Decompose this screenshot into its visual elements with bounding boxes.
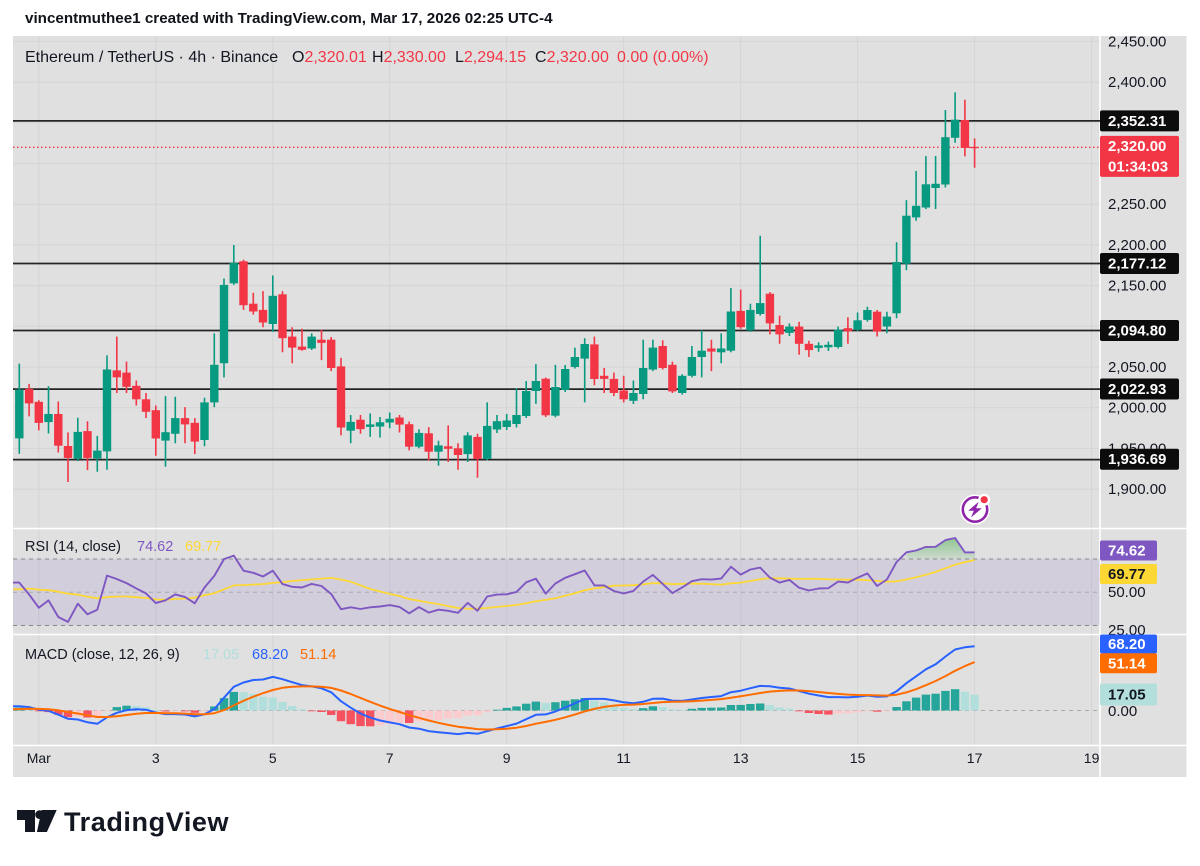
- svg-text:TradingView: TradingView: [64, 807, 230, 837]
- svg-text:17: 17: [967, 750, 983, 766]
- svg-text:2,320.00: 2,320.00: [1108, 138, 1166, 155]
- svg-text:2,450.00: 2,450.00: [1108, 33, 1166, 50]
- svg-text:17.05: 17.05: [1108, 687, 1146, 704]
- svg-text:2,250.00: 2,250.00: [1108, 196, 1166, 213]
- svg-text:2,400.00: 2,400.00: [1108, 74, 1166, 91]
- svg-text:2,050.00: 2,050.00: [1108, 359, 1166, 376]
- svg-text:O2,320.01: O2,320.01: [292, 49, 367, 66]
- svg-text:0.00: 0.00: [1108, 703, 1137, 720]
- svg-text:H2,330.00: H2,330.00: [372, 49, 446, 66]
- svg-text:C2,320.00: C2,320.00: [535, 49, 609, 66]
- svg-text:5: 5: [269, 750, 277, 766]
- svg-text:74.62: 74.62: [137, 539, 173, 555]
- svg-text:68.20: 68.20: [1108, 636, 1146, 653]
- svg-text:Ethereum / TetherUS · 4h · Bin: Ethereum / TetherUS · 4h · Binance: [25, 49, 278, 66]
- svg-text:RSI (14, close): RSI (14, close): [25, 539, 121, 555]
- svg-text:69.77: 69.77: [1108, 566, 1146, 583]
- svg-text:50.00: 50.00: [1108, 584, 1146, 601]
- svg-text:74.62: 74.62: [1108, 543, 1146, 560]
- svg-text:L2,294.15: L2,294.15: [455, 49, 526, 66]
- svg-text:51.14: 51.14: [1108, 655, 1146, 672]
- svg-text:19: 19: [1084, 750, 1100, 766]
- svg-text:MACD (close, 12, 26, 9): MACD (close, 12, 26, 9): [25, 647, 180, 663]
- svg-text:15: 15: [850, 750, 866, 766]
- svg-text:1,936.69: 1,936.69: [1108, 451, 1166, 468]
- svg-text:2,352.31: 2,352.31: [1108, 113, 1166, 130]
- svg-text:vincentmuthee1 created with Tr: vincentmuthee1 created with TradingView.…: [25, 10, 553, 27]
- svg-text:7: 7: [386, 750, 394, 766]
- svg-text:17.05: 17.05: [203, 647, 239, 663]
- svg-text:9: 9: [503, 750, 511, 766]
- svg-text:2,177.12: 2,177.12: [1108, 256, 1166, 273]
- svg-text:69.77: 69.77: [185, 539, 221, 555]
- svg-text:1,900.00: 1,900.00: [1108, 481, 1166, 498]
- svg-text:01:34:03: 01:34:03: [1108, 159, 1168, 176]
- svg-text:0.00 (0.00%): 0.00 (0.00%): [617, 49, 709, 66]
- svg-text:2,200.00: 2,200.00: [1108, 237, 1166, 254]
- svg-text:3: 3: [152, 750, 160, 766]
- svg-text:13: 13: [733, 750, 749, 766]
- svg-text:68.20: 68.20: [252, 647, 288, 663]
- svg-text:51.14: 51.14: [300, 647, 336, 663]
- svg-text:2,094.80: 2,094.80: [1108, 323, 1166, 340]
- svg-text:2,000.00: 2,000.00: [1108, 400, 1166, 417]
- svg-text:11: 11: [616, 750, 631, 766]
- svg-text:2,150.00: 2,150.00: [1108, 278, 1166, 295]
- svg-text:Mar: Mar: [27, 750, 51, 766]
- svg-text:2,022.93: 2,022.93: [1108, 381, 1166, 398]
